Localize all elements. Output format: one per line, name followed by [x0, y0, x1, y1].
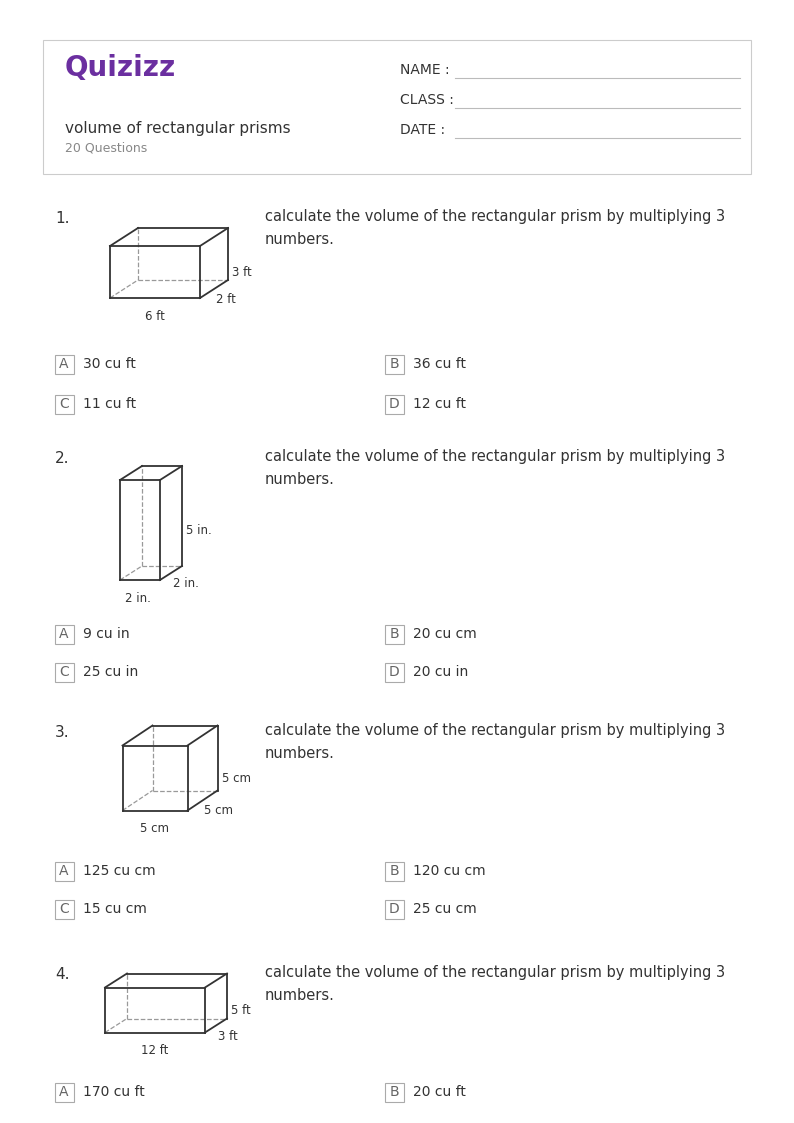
Text: 5 cm: 5 cm: [141, 822, 169, 836]
Text: CLASS :: CLASS :: [400, 93, 454, 107]
Text: 170 cu ft: 170 cu ft: [83, 1085, 145, 1099]
Text: D: D: [388, 902, 399, 916]
Text: 2 in.: 2 in.: [173, 577, 198, 590]
Text: 6 ft: 6 ft: [145, 310, 165, 323]
FancyBboxPatch shape: [55, 861, 74, 880]
Text: 9 cu in: 9 cu in: [83, 627, 129, 641]
Text: D: D: [388, 398, 399, 411]
Text: 12 cu ft: 12 cu ft: [413, 398, 466, 411]
Text: 2 ft: 2 ft: [216, 293, 236, 305]
Text: A: A: [60, 864, 69, 878]
FancyBboxPatch shape: [384, 900, 403, 919]
Text: A: A: [60, 1085, 69, 1099]
FancyBboxPatch shape: [55, 624, 74, 643]
Text: 25 cu cm: 25 cu cm: [413, 902, 476, 916]
Text: 30 cu ft: 30 cu ft: [83, 357, 136, 371]
Text: 2 in.: 2 in.: [125, 592, 151, 605]
FancyBboxPatch shape: [55, 1083, 74, 1102]
Text: calculate the volume of the rectangular prism by multiplying 3
numbers.: calculate the volume of the rectangular …: [265, 965, 725, 1003]
Text: 11 cu ft: 11 cu ft: [83, 398, 136, 411]
FancyBboxPatch shape: [55, 900, 74, 919]
Text: 20 cu in: 20 cu in: [413, 665, 468, 679]
Text: NAME :: NAME :: [400, 63, 449, 77]
Text: 20 Questions: 20 Questions: [65, 141, 147, 155]
Text: 3 ft: 3 ft: [218, 1030, 237, 1042]
Text: 5 cm: 5 cm: [222, 772, 250, 785]
FancyBboxPatch shape: [384, 355, 403, 374]
Text: 25 cu in: 25 cu in: [83, 665, 138, 679]
Text: C: C: [59, 665, 69, 679]
Text: 3.: 3.: [55, 725, 70, 740]
Text: C: C: [59, 398, 69, 411]
FancyBboxPatch shape: [384, 624, 403, 643]
Text: 3 ft: 3 ft: [232, 265, 252, 279]
Text: 5 ft: 5 ft: [231, 1004, 251, 1016]
Text: B: B: [389, 864, 399, 878]
Text: B: B: [389, 357, 399, 371]
Text: calculate the volume of the rectangular prism by multiplying 3
numbers.: calculate the volume of the rectangular …: [265, 209, 725, 247]
Text: 15 cu cm: 15 cu cm: [83, 902, 147, 916]
Text: calculate the volume of the rectangular prism by multiplying 3
numbers.: calculate the volume of the rectangular …: [265, 723, 725, 760]
Text: 125 cu cm: 125 cu cm: [83, 864, 156, 878]
Text: 2.: 2.: [55, 451, 70, 466]
Text: 120 cu cm: 120 cu cm: [413, 864, 486, 878]
Text: B: B: [389, 1085, 399, 1099]
Text: calculate the volume of the rectangular prism by multiplying 3
numbers.: calculate the volume of the rectangular …: [265, 449, 725, 486]
FancyBboxPatch shape: [384, 663, 403, 682]
Text: DATE :: DATE :: [400, 124, 445, 137]
FancyBboxPatch shape: [55, 355, 74, 374]
Text: 5 in.: 5 in.: [186, 523, 212, 537]
Text: A: A: [60, 357, 69, 371]
Text: 12 ft: 12 ft: [141, 1044, 168, 1058]
Text: B: B: [389, 627, 399, 641]
Text: 36 cu ft: 36 cu ft: [413, 357, 466, 371]
FancyBboxPatch shape: [384, 861, 403, 880]
Text: 20 cu ft: 20 cu ft: [413, 1085, 466, 1099]
FancyBboxPatch shape: [384, 1083, 403, 1102]
Text: C: C: [59, 902, 69, 916]
Text: volume of rectangular prisms: volume of rectangular prisms: [65, 120, 291, 136]
Text: A: A: [60, 627, 69, 641]
Text: Quizizz: Quizizz: [65, 54, 176, 82]
FancyBboxPatch shape: [55, 663, 74, 682]
Text: 20 cu cm: 20 cu cm: [413, 627, 476, 641]
FancyBboxPatch shape: [55, 394, 74, 413]
FancyBboxPatch shape: [384, 394, 403, 413]
FancyBboxPatch shape: [43, 40, 751, 174]
Text: 1.: 1.: [55, 211, 70, 226]
Text: 5 cm: 5 cm: [205, 804, 233, 818]
Text: 4.: 4.: [55, 967, 70, 982]
Text: D: D: [388, 665, 399, 679]
